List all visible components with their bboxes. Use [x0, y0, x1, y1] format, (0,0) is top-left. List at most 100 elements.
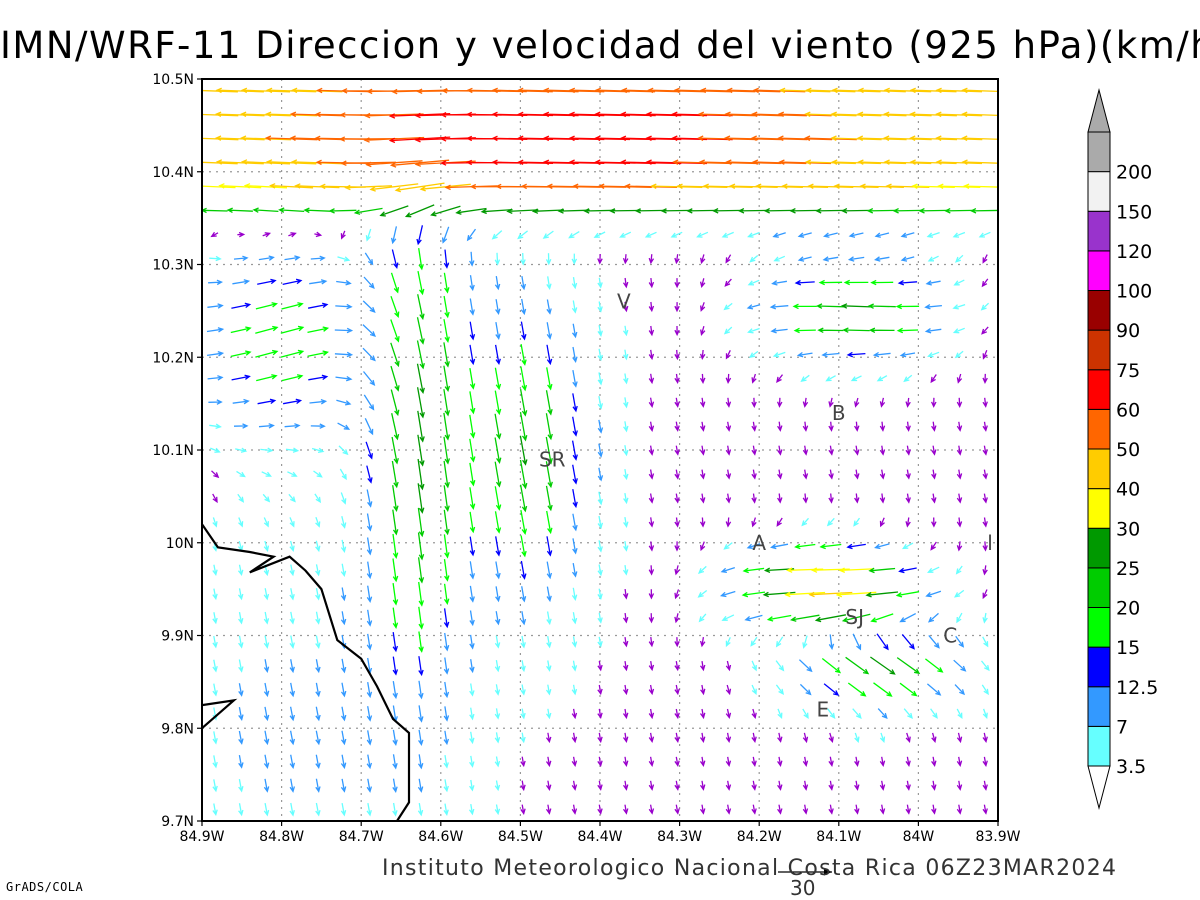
wind-arrow — [699, 708, 706, 720]
wind-arrow — [392, 533, 399, 559]
wind-arrow — [443, 249, 450, 269]
wind-arrow — [931, 780, 937, 791]
wind-arrow — [517, 230, 529, 240]
wind-arrow — [491, 230, 503, 240]
wind-arrow — [340, 230, 346, 240]
wind-arrow — [571, 587, 578, 601]
wind-arrow — [366, 706, 373, 722]
wind-arrow — [338, 445, 349, 456]
wind-arrow — [443, 559, 450, 582]
wind-arrow — [885, 183, 930, 189]
wind-arrow — [571, 253, 578, 265]
wind-arrow — [674, 397, 680, 408]
wind-arrow — [746, 543, 761, 550]
wind-arrow — [619, 159, 682, 165]
wind-arrow — [982, 612, 988, 624]
wind-arrow — [698, 613, 707, 623]
wind-arrow — [648, 589, 655, 600]
wind-arrow — [648, 517, 655, 528]
wind-arrow — [747, 279, 760, 286]
wind-arrow — [390, 319, 400, 343]
wind-arrow — [622, 684, 629, 696]
wind-arrow — [699, 373, 706, 384]
wind-arrow — [674, 493, 680, 504]
wind-arrow — [807, 183, 854, 189]
wind-arrow — [494, 367, 502, 391]
wind-arrow — [699, 278, 706, 289]
wind-arrow — [392, 485, 399, 512]
coastline — [202, 523, 411, 821]
wind-arrow — [956, 469, 963, 480]
wind-arrow — [897, 280, 918, 286]
wind-arrow — [289, 611, 295, 625]
wind-arrow — [982, 732, 988, 743]
wind-arrow — [802, 635, 808, 649]
wind-arrow — [337, 256, 351, 262]
wind-arrow — [258, 423, 275, 429]
wind-arrow — [821, 351, 840, 358]
wind-arrow — [953, 279, 965, 286]
station-label: A — [752, 531, 766, 555]
wind-arrow — [978, 231, 991, 238]
wind-arrow — [289, 635, 295, 649]
wind-arrow — [918, 208, 948, 214]
wind-arrow — [792, 303, 817, 310]
wind-arrow — [905, 445, 911, 456]
wind-arrow — [725, 373, 732, 384]
wind-arrow — [597, 301, 603, 313]
wind-arrow — [443, 460, 450, 489]
wind-arrow — [847, 682, 867, 697]
wind-arrow — [206, 327, 225, 333]
wind-arrow — [697, 565, 707, 575]
wind-arrow — [926, 231, 940, 238]
wind-arrow — [622, 589, 629, 600]
wind-arrow — [240, 87, 291, 94]
wind-arrow — [392, 558, 399, 583]
wind-arrow — [394, 182, 445, 193]
station-label: B — [832, 401, 846, 425]
wind-arrow — [218, 183, 262, 189]
wind-arrow — [519, 459, 528, 490]
wind-arrow — [226, 207, 253, 213]
colorbar-swatch — [1087, 488, 1111, 529]
wind-arrow — [821, 657, 842, 674]
wind-arrow — [956, 421, 963, 432]
wind-arrow — [799, 683, 812, 696]
wind-arrow — [571, 440, 578, 461]
wind-arrow — [263, 730, 270, 746]
wind-arrow — [303, 207, 331, 214]
wind-arrow — [416, 317, 425, 345]
wind-arrow — [263, 778, 270, 793]
wind-arrow — [469, 610, 475, 627]
wind-arrow — [724, 278, 732, 287]
wind-arrow — [876, 375, 888, 382]
wind-arrow — [417, 507, 425, 538]
wind-arrow — [956, 397, 963, 409]
wind-arrow — [212, 779, 218, 793]
wind-arrow — [416, 387, 425, 419]
wind-arrow — [828, 732, 834, 744]
wind-arrow — [365, 228, 372, 242]
wind-arrow — [494, 275, 501, 291]
colorbar-swatch — [1087, 171, 1111, 212]
colorbar-swatch — [1087, 725, 1111, 767]
wind-arrow — [622, 325, 629, 337]
wind-arrow — [956, 373, 963, 384]
wind-arrow — [841, 613, 871, 623]
wind-arrow — [865, 591, 899, 598]
wind-arrow — [956, 445, 963, 456]
wind-arrow — [751, 469, 757, 480]
wind-arrow — [804, 111, 857, 117]
wind-arrow — [469, 298, 475, 316]
wind-arrow — [315, 611, 321, 625]
wind-arrow — [900, 256, 915, 262]
wind-arrow — [416, 363, 425, 395]
wind-arrow — [289, 564, 295, 577]
wind-arrow — [674, 302, 680, 313]
wind-arrow — [982, 780, 988, 791]
wind-arrow — [597, 804, 603, 815]
wind-arrow — [443, 657, 450, 675]
wind-arrow — [443, 730, 450, 746]
wind-arrow — [597, 636, 603, 648]
wind-arrow — [469, 731, 475, 745]
